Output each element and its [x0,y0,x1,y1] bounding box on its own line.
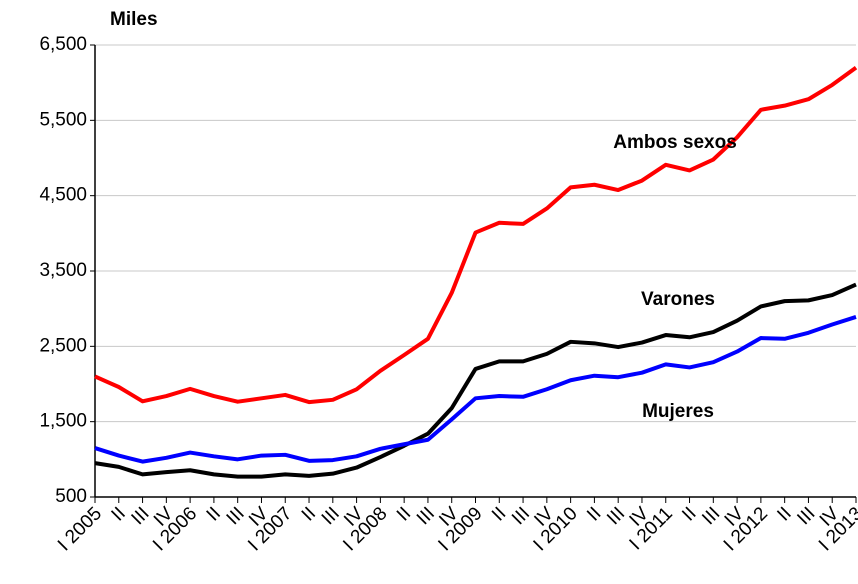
y-tick-label: 2,500 [39,335,87,356]
series-line [94,282,857,479]
series-line [94,315,857,464]
series-label: Mujeres [642,401,714,422]
y-tick-label: 6,500 [39,34,87,55]
y-tick-label: 500 [55,486,87,507]
series-line [94,65,858,405]
y-tick-label: 4,500 [39,185,87,206]
x-tick-label: I 2005 [54,503,106,555]
y-tick-label: 3,500 [39,260,87,281]
y-tick-label: 1,500 [39,411,87,432]
series-label: Ambos sexos [613,132,737,153]
y-tick-label: 5,500 [39,109,87,130]
series-label: Varones [641,289,715,310]
y-axis-label: Miles [110,9,158,30]
